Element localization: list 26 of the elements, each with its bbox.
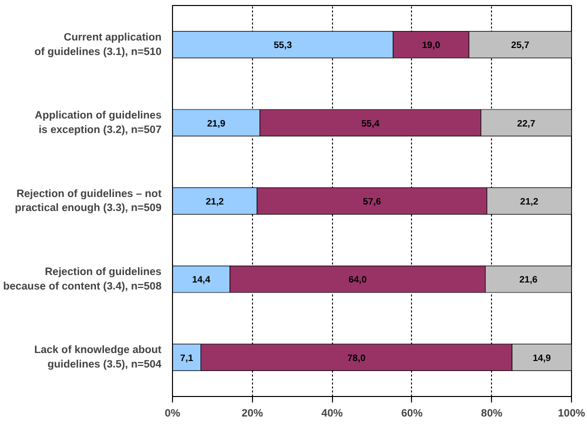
data-label: 78,0 bbox=[347, 352, 366, 363]
data-label: 14,4 bbox=[192, 274, 212, 285]
data-label: 7,1 bbox=[180, 352, 194, 363]
y-tick-label: Lack of knowledge about guidelines (3.5), n=504 bbox=[34, 344, 162, 371]
y-tick-label: Rejection of guidelines because of content (3.4), n=508 bbox=[3, 266, 162, 292]
x-tick-label: 100% bbox=[558, 408, 586, 420]
data-label: 21,2 bbox=[520, 196, 538, 206]
x-tick-label: 40% bbox=[321, 408, 344, 420]
y-tick-label: Current application of guidelines (3.1), n=510 bbox=[34, 31, 162, 58]
data-label: 19,0 bbox=[422, 40, 440, 50]
data-label: 55,3 bbox=[274, 40, 292, 50]
data-label: 14,9 bbox=[532, 352, 551, 363]
data-label: 21,2 bbox=[206, 196, 224, 206]
x-tick-label: 20% bbox=[242, 408, 264, 420]
data-label: 22,7 bbox=[517, 118, 536, 128]
x-tick-label: 80% bbox=[481, 408, 503, 420]
data-label: 21,6 bbox=[519, 274, 538, 285]
data-label: 57,6 bbox=[362, 196, 382, 206]
data-label: 64,0 bbox=[348, 274, 367, 285]
y-tick-label: Application of guidelines is exception (3.2), n=507 bbox=[34, 110, 162, 136]
data-label: 25,7 bbox=[511, 40, 530, 50]
y-tick-label: Rejection of guidelines – not practical enough (3.3), n=509 bbox=[14, 188, 162, 214]
x-tick-label: 60% bbox=[401, 408, 424, 420]
data-label: 55,4 bbox=[361, 118, 380, 128]
x-tick-label: 0% bbox=[164, 408, 181, 420]
data-label: 21,9 bbox=[207, 118, 226, 128]
